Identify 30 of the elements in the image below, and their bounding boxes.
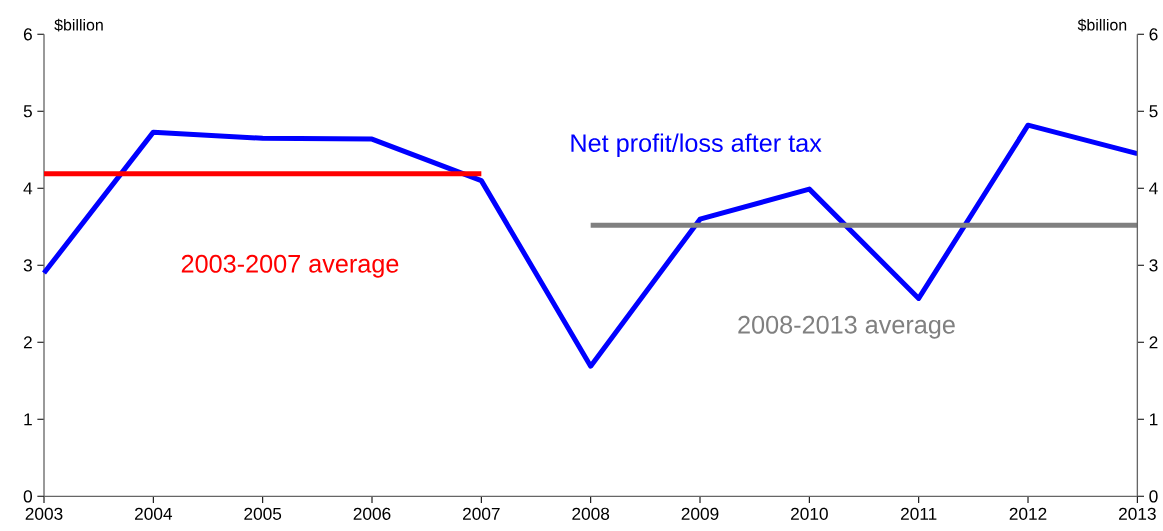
x-tick-label: 2012 xyxy=(1009,507,1047,520)
x-tick-label: 2013 xyxy=(1119,507,1156,520)
y2-tick-label: 0 xyxy=(1149,490,1158,503)
text: 2003-2007 average xyxy=(181,254,399,278)
y-tick-label: 3 xyxy=(23,259,32,272)
x-tick-label: 2005 xyxy=(244,507,282,520)
x-tick-label: 2007 xyxy=(463,507,500,520)
x-tick-label: 2004 xyxy=(135,507,173,520)
x-tick-label: 2003 xyxy=(25,507,63,520)
y2-axis-title: $billion xyxy=(1077,18,1127,32)
x-tick-label: 2008 xyxy=(572,507,610,520)
y-tick-label: 6 xyxy=(23,28,32,41)
y2-tick-label: 1 xyxy=(1150,413,1158,426)
x-tick-label: 2006 xyxy=(353,507,391,520)
x-tick-label: 2010 xyxy=(791,507,828,520)
y-tick-label: 1 xyxy=(24,413,32,426)
series-label: Net profit/loss after tax xyxy=(571,133,822,157)
y-tick-label: 0 xyxy=(23,490,32,503)
y-axis-title: $billion xyxy=(54,18,103,32)
y2-tick-label: 6 xyxy=(1149,28,1158,41)
y2-tick-label: 5 xyxy=(1149,105,1158,118)
y2-tick-label: 3 xyxy=(1149,259,1158,272)
y-tick-label: 5 xyxy=(23,105,32,118)
y2-tick-label: 4 xyxy=(1149,182,1158,195)
x-tick-label: 2009 xyxy=(681,507,719,520)
y-tick-label: 2 xyxy=(23,336,32,349)
x-tick-label: 2011 xyxy=(900,507,937,520)
y-tick-label: 4 xyxy=(23,182,33,195)
text: 2008-2013 average xyxy=(738,315,955,339)
y2-tick-label: 2 xyxy=(1149,336,1158,349)
